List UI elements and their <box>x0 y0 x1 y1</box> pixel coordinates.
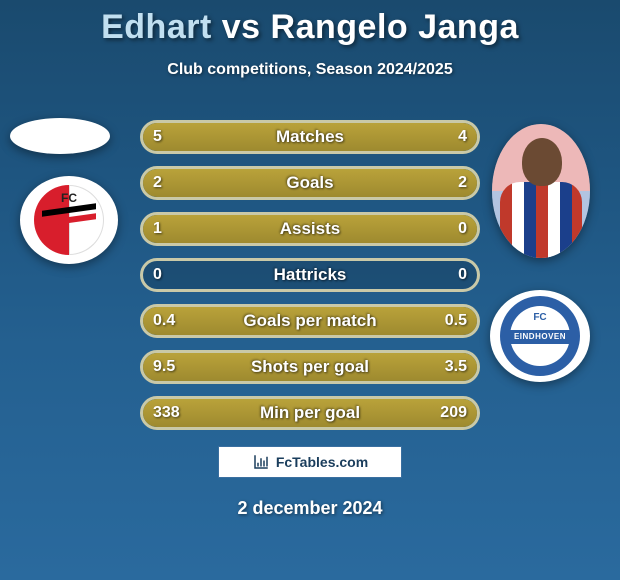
club-badge-left: FC <box>20 176 118 264</box>
stat-row: 10Assists <box>140 212 480 246</box>
stat-row: 0.40.5Goals per match <box>140 304 480 338</box>
stat-label: Min per goal <box>143 399 477 427</box>
fctables-link[interactable]: FcTables.com <box>218 446 402 478</box>
player-left-placeholder <box>10 118 110 154</box>
stat-row: 338209Min per goal <box>140 396 480 430</box>
title: Edhart vs Rangelo Janga <box>0 0 620 47</box>
player-photo-right <box>492 124 590 258</box>
stat-label: Matches <box>143 123 477 151</box>
fc-utrecht-icon: FC <box>34 185 104 255</box>
fc-eindhoven-icon: FC EINDHOVEN <box>500 296 580 376</box>
stat-label: Shots per goal <box>143 353 477 381</box>
stat-row: 22Goals <box>140 166 480 200</box>
date: 2 december 2024 <box>0 498 620 519</box>
player-silhouette-icon <box>492 124 590 258</box>
stat-row: 54Matches <box>140 120 480 154</box>
title-player2: Rangelo Janga <box>271 8 519 46</box>
badge-right-band: EINDHOVEN <box>500 332 580 341</box>
title-vs: vs <box>222 8 261 46</box>
stat-rows: 54Matches 22Goals 10Assists 00Hattricks 0.40… <box>140 120 480 442</box>
chart-icon <box>252 453 270 471</box>
stat-row: 00Hattricks <box>140 258 480 292</box>
title-player1: Edhart <box>101 8 212 46</box>
badge-right-fc: FC <box>500 312 580 323</box>
subtitle: Club competitions, Season 2024/2025 <box>0 61 620 79</box>
stat-label: Goals <box>143 169 477 197</box>
stat-row: 9.53.5Shots per goal <box>140 350 480 384</box>
stat-label: Assists <box>143 215 477 243</box>
stat-label: Hattricks <box>143 261 477 289</box>
club-badge-right: FC EINDHOVEN <box>490 290 590 382</box>
infographic: Edhart vs Rangelo Janga Club competition… <box>0 0 620 580</box>
fctables-label: FcTables.com <box>276 454 368 470</box>
stat-label: Goals per match <box>143 307 477 335</box>
